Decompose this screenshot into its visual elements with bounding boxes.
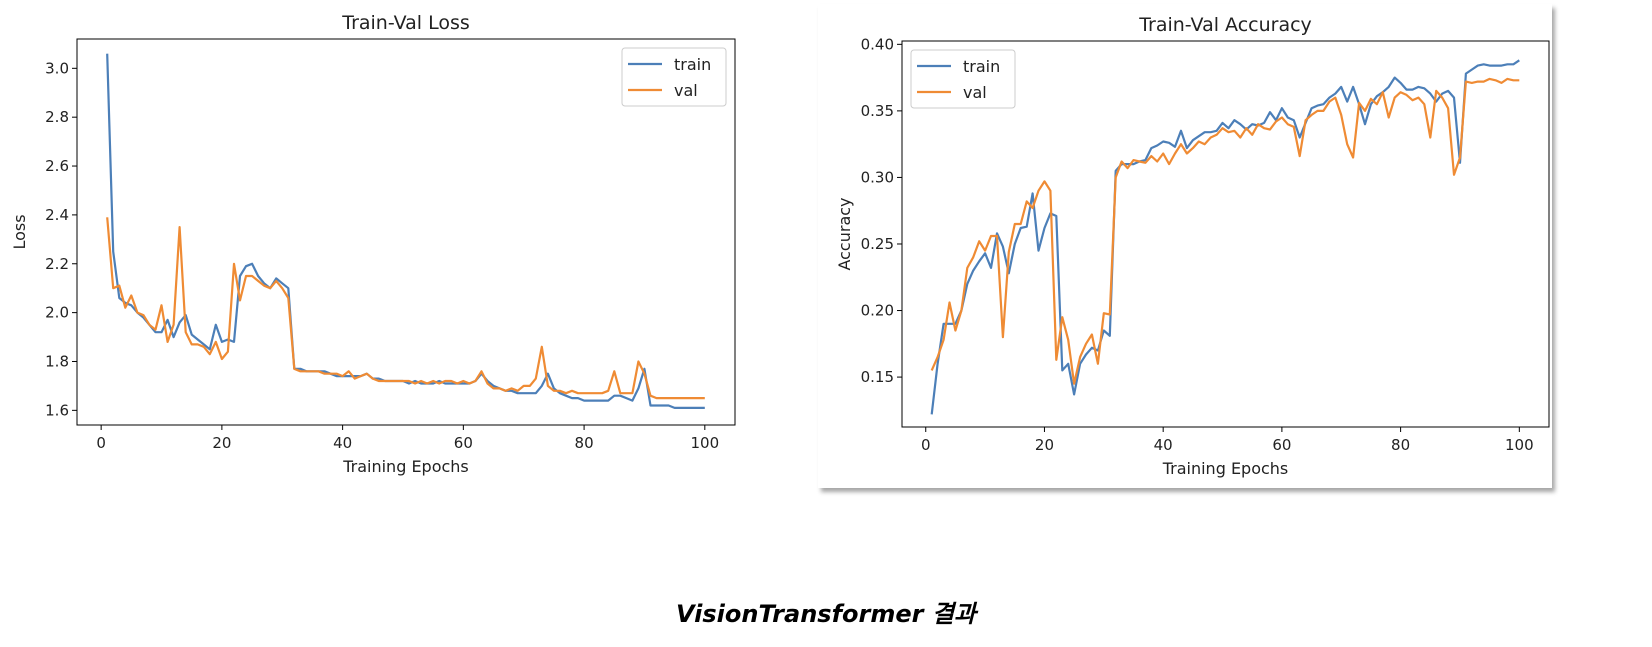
y-tick-label: 0.20 xyxy=(861,302,894,320)
x-tick-label: 80 xyxy=(1391,436,1410,454)
x-tick-label: 0 xyxy=(921,436,931,454)
x-tick-label: 60 xyxy=(454,434,473,452)
series-line-train xyxy=(106,53,705,409)
y-tick-label: 0.30 xyxy=(861,168,894,186)
y-tick-label: 2.4 xyxy=(45,206,69,224)
y-tick-label: 2.6 xyxy=(45,157,69,175)
x-tick-label: 40 xyxy=(1154,436,1173,454)
series-line-val xyxy=(930,77,1520,385)
loss-chart: Train-Val Loss 0 20 40 60 80 100 1.6 1.8 2.0 2.2 2.… xyxy=(10,12,736,476)
legend: train val xyxy=(621,47,727,107)
y-tick-label: 0.40 xyxy=(861,35,894,53)
charts-canvas: Train-Val Loss 0 20 40 60 80 100 1.6 1.8 2.0 2.2 2.… xyxy=(10,4,1552,488)
plot-frame xyxy=(76,38,736,426)
y-tick-label: 1.6 xyxy=(45,401,69,419)
accuracy-chart: Train-Val Accuracy 0 20 40 60 80 100 0.15 0.20 0.… xyxy=(818,4,1552,488)
x-tick-label: 20 xyxy=(1035,436,1054,454)
x-tick-label: 40 xyxy=(333,434,352,452)
y-tick-label: 3.0 xyxy=(45,59,69,77)
figure-caption: VisionTransformer 결과 xyxy=(675,600,976,628)
series-line-val xyxy=(106,217,705,400)
legend-label-train: train xyxy=(674,55,711,74)
legend-box xyxy=(621,47,727,107)
y-tick-label: 2.8 xyxy=(45,108,69,126)
y-tick-label: 2.2 xyxy=(45,255,69,273)
legend-label-val: val xyxy=(674,81,698,100)
x-axis-label: Training Epochs xyxy=(342,457,469,476)
chart-title: Train-Val Loss xyxy=(341,12,470,34)
y-tick-label: 0.15 xyxy=(861,368,894,386)
legend: train val xyxy=(910,49,1016,109)
plot-frame xyxy=(901,40,1550,428)
series-line-train xyxy=(930,59,1520,415)
x-tick-label: 20 xyxy=(212,434,231,452)
y-axis-label: Accuracy xyxy=(835,197,854,270)
x-tick-label: 0 xyxy=(96,434,106,452)
legend-label-train: train xyxy=(963,57,1000,76)
y-tick-label: 1.8 xyxy=(45,352,69,370)
y-axis-label: Loss xyxy=(10,214,29,249)
x-axis-label: Training Epochs xyxy=(1162,459,1289,478)
x-tick-label: 60 xyxy=(1272,436,1291,454)
y-tick-label: 0.35 xyxy=(861,102,894,120)
x-tick-label: 100 xyxy=(690,434,719,452)
chart-title: Train-Val Accuracy xyxy=(1138,14,1312,36)
y-tick-label: 2.0 xyxy=(45,304,69,322)
x-tick-label: 80 xyxy=(575,434,594,452)
legend-box xyxy=(910,49,1016,109)
y-tick-label: 0.25 xyxy=(861,235,894,253)
x-tick-label: 100 xyxy=(1505,436,1534,454)
legend-label-val: val xyxy=(963,83,987,102)
